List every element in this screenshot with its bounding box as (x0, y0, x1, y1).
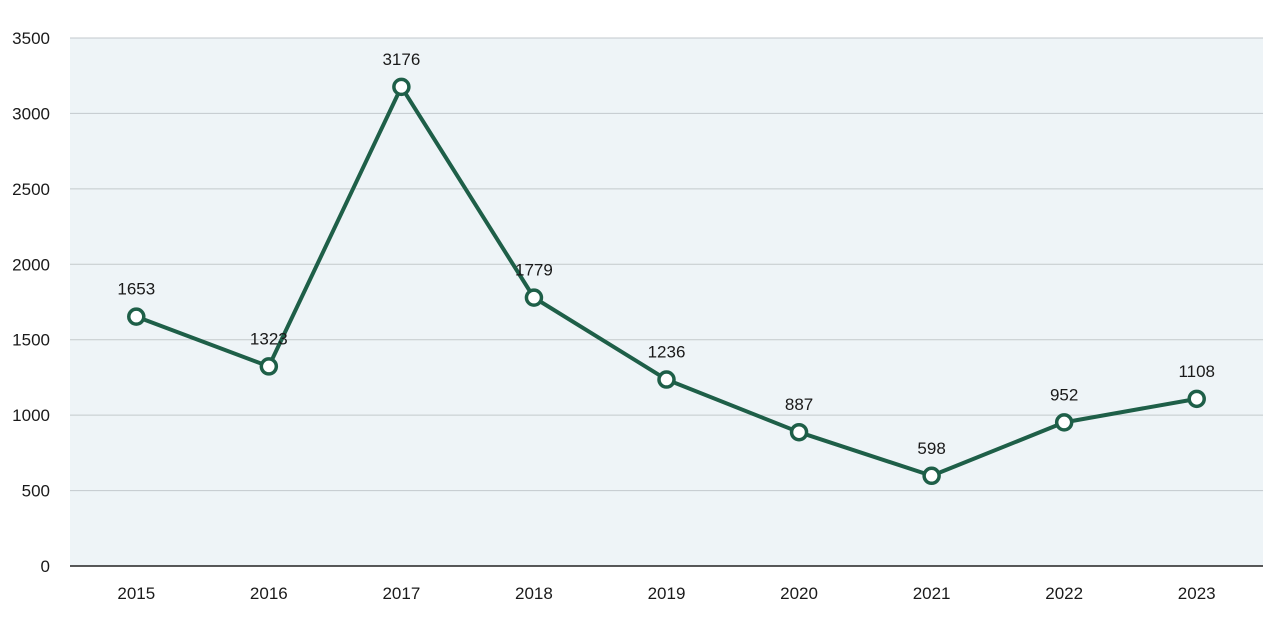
data-labels: 1653 1323 3176 1779 1236 887 598 952 1108 (117, 50, 1215, 458)
data-point (1187, 389, 1206, 409)
plot-area (70, 38, 1263, 566)
y-tick-label: 500 (22, 482, 50, 501)
x-tick-label: 2023 (1178, 584, 1216, 603)
data-point (524, 288, 544, 307)
data-point (392, 77, 411, 97)
y-tick-label: 1000 (12, 406, 50, 425)
data-point (259, 357, 279, 376)
data-label: 952 (1050, 385, 1078, 404)
y-axis: 0 500 1000 1500 2000 2500 3000 3500 (12, 29, 50, 576)
y-tick-label: 3500 (12, 29, 50, 48)
y-tick-label: 1500 (12, 331, 50, 350)
x-tick-label: 2021 (913, 584, 951, 603)
data-point (127, 307, 146, 326)
x-tick-label: 2016 (250, 584, 288, 603)
y-tick-label: 2500 (12, 180, 50, 199)
x-tick-label: 2019 (648, 584, 686, 603)
data-label: 1653 (117, 280, 155, 299)
series (127, 77, 1206, 486)
data-point (1054, 413, 1074, 432)
x-tick-label: 2017 (382, 584, 420, 603)
data-label: 1779 (515, 261, 553, 280)
data-point (789, 422, 809, 442)
y-tick-label: 3000 (12, 104, 50, 123)
data-label: 1108 (1178, 362, 1215, 381)
y-tick-label: 0 (41, 557, 50, 576)
data-point (657, 370, 676, 389)
gridlines (70, 37, 1263, 492)
data-label: 1236 (648, 343, 686, 362)
x-tick-label: 2015 (117, 584, 155, 603)
y-tick-label: 2000 (12, 255, 50, 274)
data-point (922, 466, 941, 486)
x-tick-label: 2022 (1045, 584, 1083, 603)
x-tick-label: 2018 (515, 584, 553, 603)
data-label: 598 (917, 439, 945, 458)
data-label: 887 (785, 395, 813, 414)
data-label: 1323 (250, 329, 288, 348)
data-label: 3176 (382, 50, 420, 69)
x-axis: 2015 2016 2017 2018 2019 2020 2021 2022 2023 (117, 584, 1215, 603)
x-tick-label: 2020 (780, 584, 818, 603)
